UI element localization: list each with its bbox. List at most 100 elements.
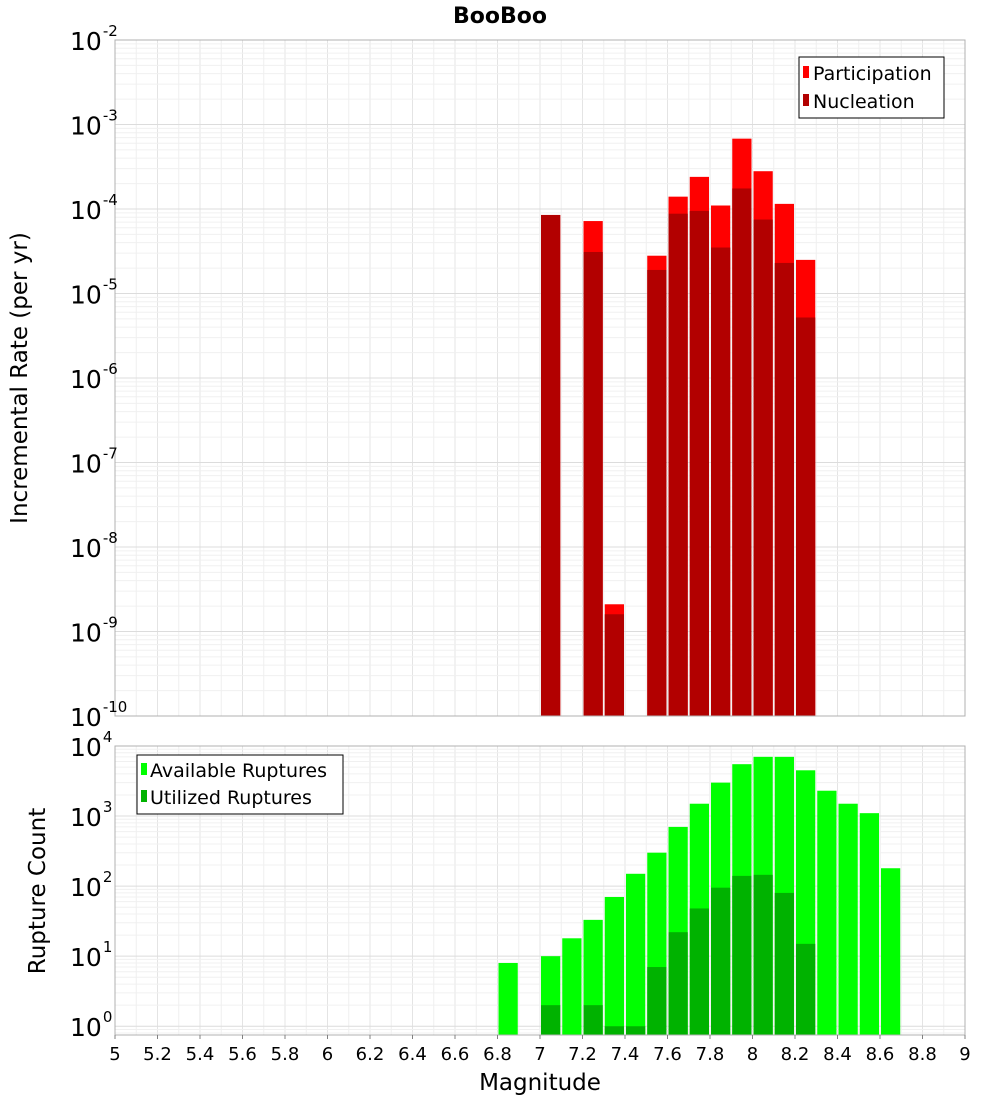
x-tick-label: 6.8	[483, 1044, 512, 1065]
y-tick-base: 10	[70, 450, 102, 479]
bar-available	[838, 803, 858, 1035]
y-tick-exponent: -8	[103, 529, 118, 547]
x-tick-label: 9	[959, 1044, 970, 1065]
rate-legend-box	[798, 56, 945, 119]
count-bars	[498, 756, 901, 1035]
bar-utilized	[668, 932, 688, 1035]
y-tick-label: 100	[70, 1008, 112, 1042]
count-legend-box	[136, 754, 344, 815]
y-tick-base: 10	[70, 619, 102, 648]
y-tick-label: 10-9	[70, 614, 118, 648]
legend-swatch-participation	[803, 66, 809, 78]
y-tick-label: 101	[70, 938, 112, 972]
y-tick-label: 10-4	[70, 191, 118, 225]
y-tick-exponent: -4	[103, 191, 118, 209]
x-tick-label: 7.4	[611, 1044, 640, 1065]
y-tick-base: 10	[70, 873, 102, 902]
x-tick-label: 8.4	[823, 1044, 852, 1065]
x-tick-label: 5.8	[271, 1044, 300, 1065]
x-axis-label: Magnitude	[479, 1070, 601, 1096]
x-tick-label: 6.4	[398, 1044, 427, 1065]
bar-utilized	[753, 874, 773, 1035]
bar-utilized	[604, 1026, 624, 1035]
x-tick-label: 6.2	[356, 1044, 385, 1065]
rate-grid	[114, 40, 966, 717]
bar-nucleation	[732, 188, 752, 717]
y-tick-exponent: -2	[103, 22, 118, 40]
bar-nucleation	[583, 251, 603, 717]
y-tick-base: 10	[70, 1013, 102, 1042]
bar-utilized	[732, 875, 752, 1035]
bar-nucleation	[689, 210, 709, 716]
x-tick-label: 7.6	[653, 1044, 682, 1065]
bar-utilized	[796, 943, 816, 1035]
y-tick-label: 10-3	[70, 107, 118, 141]
y-tick-exponent: -9	[103, 614, 118, 632]
y-tick-base: 10	[70, 27, 102, 56]
count-x-ticks: 5 5.2 5.4 5.6 5.8 6 6.2 6.4 6.6 6.8 7 7.2 7.4 7.6 7.8 8…	[109, 1035, 971, 1065]
x-tick-label: 5.4	[186, 1044, 215, 1065]
legend-label-utilized: Utilized Ruptures	[150, 787, 312, 809]
bar-available	[562, 938, 582, 1035]
bar-nucleation	[604, 614, 624, 716]
bar-nucleation	[796, 317, 816, 716]
y-tick-exponent: 1	[103, 938, 113, 956]
y-tick-exponent: 2	[103, 868, 113, 886]
bar-utilized	[711, 887, 731, 1035]
y-tick-label: 10-5	[70, 276, 118, 310]
legend-swatch-utilized	[141, 790, 147, 802]
bar-utilized	[689, 908, 709, 1035]
x-tick-label: 6	[322, 1044, 333, 1065]
x-tick-label: 7.2	[568, 1044, 597, 1065]
y-tick-exponent: 0	[103, 1008, 113, 1026]
y-tick-base: 10	[70, 196, 102, 225]
y-tick-base: 10	[70, 943, 102, 972]
y-tick-exponent: 4	[103, 728, 113, 746]
y-tick-label: 102	[70, 868, 112, 902]
y-tick-base: 10	[70, 703, 102, 732]
y-tick-exponent: -5	[103, 276, 118, 294]
y-tick-base: 10	[70, 281, 102, 310]
bar-nucleation	[774, 262, 794, 716]
y-tick-exponent: 3	[103, 798, 113, 816]
bar-available	[817, 790, 837, 1035]
y-tick-label: 103	[70, 798, 112, 832]
legend-label-participation: Participation	[813, 63, 932, 85]
y-tick-label: 10-10	[70, 698, 127, 732]
count-y-axis-label: Rupture Count	[25, 808, 51, 974]
y-tick-exponent: -6	[103, 360, 118, 378]
bar-utilized	[774, 892, 794, 1035]
bar-available	[498, 962, 518, 1035]
y-tick-exponent: -10	[103, 698, 128, 716]
bar-available	[626, 873, 646, 1035]
chart-title: BooBoo	[453, 4, 547, 29]
y-tick-label: 10-2	[70, 22, 118, 56]
bar-nucleation	[711, 247, 731, 716]
bar-nucleation	[647, 269, 667, 716]
legend-swatch-available	[141, 763, 147, 775]
x-tick-label: 5.6	[228, 1044, 257, 1065]
x-tick-label: 5	[109, 1044, 120, 1065]
x-tick-label: 6.6	[441, 1044, 470, 1065]
y-tick-exponent: -3	[103, 107, 118, 125]
bar-nucleation	[753, 219, 773, 717]
y-tick-label: 10-8	[70, 529, 118, 563]
y-tick-base: 10	[70, 733, 102, 762]
x-tick-label: 7	[534, 1044, 545, 1065]
x-tick-label: 8.8	[908, 1044, 937, 1065]
bar-nucleation	[541, 214, 561, 716]
legend-label-nucleation: Nucleation	[813, 91, 915, 113]
count-legend: Available Ruptures Utilized Ruptures	[136, 754, 344, 815]
y-tick-base: 10	[70, 112, 102, 141]
bar-available	[604, 896, 624, 1035]
bar-available	[859, 813, 879, 1035]
x-tick-label: 8.2	[781, 1044, 810, 1065]
legend-swatch-nucleation	[803, 94, 809, 106]
y-tick-label: 10-7	[70, 445, 118, 479]
bar-utilized	[647, 967, 667, 1035]
